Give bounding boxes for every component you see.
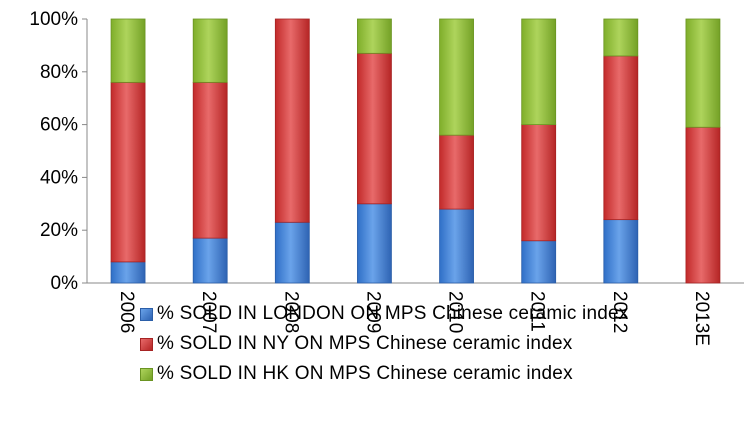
legend-swatch-london [140, 307, 153, 321]
bar-segment-hk-2013E [685, 18, 721, 128]
bar-segment-london-2009 [357, 203, 392, 284]
x-tick-label: 2011 [527, 291, 548, 332]
legend-label-hk: % SOLD IN HK ON MPS Chinese ceramic inde… [157, 363, 573, 384]
y-axis-ticks: 0% 20% 40% 60% 80% 100% [29, 9, 87, 294]
bar-segment-hk-2012 [603, 18, 639, 57]
bar-segment-ny-2008 [274, 18, 310, 223]
x-tick-label: 2010 [445, 291, 466, 333]
bar-segment-london-2010 [439, 208, 474, 284]
x-axis-ticks: 2006 2007 2008 2009 2010 2011 2012 2013E [116, 291, 712, 346]
bar-segment-london-2006 [110, 261, 146, 284]
legend-item-london: % SOLD IN LONDON ON MPS Chinese ceramic … [140, 300, 628, 328]
bar-segment-london-2011 [521, 240, 557, 284]
legend-item-hk: % SOLD IN HK ON MPS Chinese ceramic inde… [140, 360, 628, 388]
bars [110, 18, 721, 284]
legend-label-london: % SOLD IN LONDON ON MPS Chinese ceramic … [157, 303, 629, 324]
legend: % SOLD IN LONDON ON MPS Chinese ceramic … [140, 300, 628, 390]
bar-segment-ny-2012 [603, 55, 639, 221]
y-tick-label: 80% [40, 62, 78, 83]
axes [86, 19, 744, 284]
x-tick-label: 2008 [280, 291, 301, 333]
y-tick-label: 40% [40, 167, 78, 188]
x-tick-label: 2012 [609, 291, 630, 333]
x-tick-label: 2009 [362, 291, 383, 333]
legend-label-ny: % SOLD IN NY ON MPS Chinese ceramic inde… [157, 333, 573, 354]
bar-segment-ny-2013E [685, 126, 721, 284]
bar-segment-ny-2009 [357, 52, 392, 205]
bar-segment-hk-2007 [192, 18, 228, 83]
bar-segment-london-2008 [274, 221, 310, 284]
bar-segment-ny-2010 [439, 134, 474, 210]
y-tick-label: 100% [29, 9, 78, 30]
legend-swatch-ny [140, 337, 153, 351]
y-tick-label: 0% [51, 273, 79, 294]
bar-segment-ny-2007 [192, 81, 228, 239]
x-tick-label: 2006 [116, 291, 137, 333]
bar-segment-hk-2006 [110, 18, 146, 83]
legend-swatch-hk [140, 367, 153, 381]
bar-segment-london-2012 [603, 219, 639, 284]
x-tick-label: 2007 [198, 291, 219, 333]
bar-segment-ny-2006 [110, 81, 146, 263]
y-tick-label: 20% [40, 220, 78, 241]
bar-segment-ny-2011 [521, 124, 557, 242]
bar-segment-hk-2010 [439, 18, 474, 136]
bar-segment-hk-2011 [521, 18, 557, 125]
bar-segment-hk-2009 [357, 18, 392, 54]
x-tick-label: 2013E [691, 291, 712, 346]
y-tick-label: 60% [40, 115, 78, 136]
bar-segment-london-2007 [192, 237, 228, 284]
legend-item-ny: % SOLD IN NY ON MPS Chinese ceramic inde… [140, 330, 628, 358]
